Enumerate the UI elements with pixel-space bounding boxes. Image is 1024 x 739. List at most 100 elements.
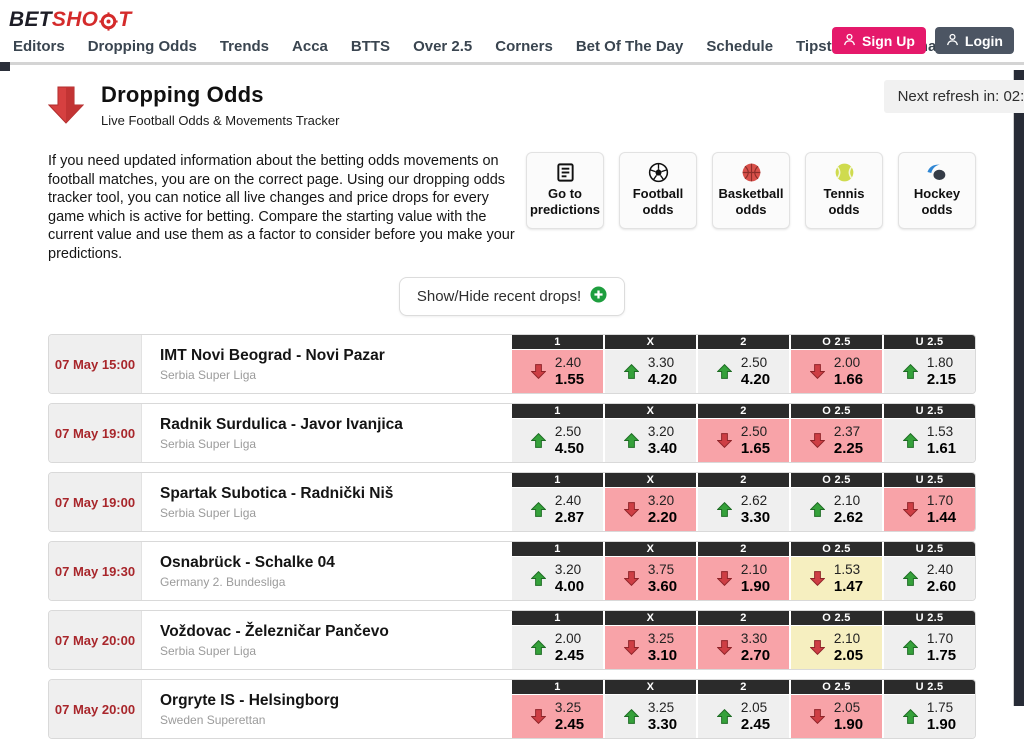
odds-body-row: 3.20 4.00 3.75 3.60 2.10 1.90 1.53 1.47 2.40 2.60 — [512, 557, 975, 601]
quick-link-label: Football odds — [632, 186, 684, 218]
arrow-down-icon — [530, 709, 546, 725]
odds-cell: 1.53 1.61 — [884, 419, 975, 463]
match-datetime: 07 May 19:30 — [49, 542, 142, 601]
arrow-up-icon — [902, 433, 918, 449]
arrow-up-icon — [902, 364, 918, 380]
match-row[interactable]: 07 May 15:00 IMT Novi Beograd - Novi Paza… — [48, 334, 976, 395]
quick-link-label: Go to predictions — [529, 186, 601, 218]
odds-cell: 3.25 3.30 — [605, 695, 696, 739]
nav-item-trends[interactable]: Trends — [219, 38, 270, 55]
odd-current-value: 4.20 — [647, 370, 678, 388]
odds-values: 2.10 2.05 — [834, 631, 863, 664]
odd-start-value: 2.10 — [740, 562, 768, 578]
nav-item-dropping-odds[interactable]: Dropping Odds — [87, 38, 197, 55]
odds-column-header: 2 — [698, 335, 789, 350]
nav-item-btts[interactable]: BTTS — [350, 38, 391, 55]
odd-start-value: 2.37 — [833, 424, 861, 440]
football-icon — [648, 161, 669, 183]
auth-buttons: Sign Up Login — [832, 27, 1014, 54]
arrow-down-icon — [902, 502, 918, 518]
odd-current-value: 4.00 — [554, 577, 585, 595]
odd-start-value: 1.53 — [926, 424, 954, 440]
refresh-countdown: Next refresh in: 02:21 — [883, 80, 1024, 113]
odds-values: 2.50 4.50 — [555, 424, 584, 457]
odd-current-value: 2.25 — [833, 439, 864, 457]
quick-link-basketball-odds[interactable]: Basketball odds — [712, 152, 790, 229]
quick-link-hockey-odds[interactable]: Hockey odds — [898, 152, 976, 229]
odd-start-value: 2.40 — [554, 493, 582, 509]
odds-column-header: U 2.5 — [884, 611, 975, 626]
odd-start-value: 1.70 — [926, 493, 954, 509]
odd-current-value: 1.44 — [926, 508, 957, 526]
odds-column-header: O 2.5 — [791, 404, 882, 419]
odds-column-header: U 2.5 — [884, 680, 975, 695]
nav-item-acca[interactable]: Acca — [292, 38, 328, 55]
site-header: BET SHO T Editors Dropping Odds Trends Acca BT… — [0, 0, 1024, 62]
odds-cell: 2.40 2.87 — [512, 488, 603, 532]
odds-column-header: O 2.5 — [791, 611, 882, 626]
odds-body-row: 2.00 2.45 3.25 3.10 3.30 2.70 2.10 2.05 1.70 1.75 — [512, 626, 975, 670]
odds-column-header: 1 — [512, 611, 603, 626]
match-league: Serbia Super Liga — [160, 436, 257, 451]
odds-body-row: 2.40 1.55 3.30 4.20 2.50 4.20 2.00 1.66 1.80 2.15 — [512, 350, 975, 394]
page-title: Dropping Odds — [101, 82, 264, 107]
odds-values: 3.30 4.20 — [648, 355, 677, 388]
logo-text-t: T — [118, 8, 132, 31]
odd-current-value: 2.15 — [926, 370, 957, 388]
odd-current-value: 1.75 — [926, 646, 957, 664]
quick-link-tennis-odds[interactable]: Tennis odds — [805, 152, 883, 229]
odds-column-header: 2 — [698, 473, 789, 488]
sign-up-button[interactable]: Sign Up — [832, 27, 926, 54]
betshoot-logo[interactable]: BET SHO T — [9, 8, 131, 32]
odds-values: 3.25 3.30 — [648, 700, 677, 733]
nav-item-corners[interactable]: Corners — [495, 38, 553, 55]
odds-cell: 2.05 1.90 — [791, 695, 882, 739]
odds-cell: 3.75 3.60 — [605, 557, 696, 601]
arrow-up-icon — [530, 433, 546, 449]
odds-cell: 2.00 1.66 — [791, 350, 882, 394]
person-icon — [843, 33, 856, 49]
match-row[interactable]: 07 May 20:00 Voždovac - Železničar Pančev… — [48, 610, 976, 671]
odd-start-value: 1.75 — [926, 700, 954, 716]
odd-current-value: 1.90 — [740, 577, 771, 595]
match-info: Voždovac - Železničar Pančevo Serbia Supe… — [142, 611, 512, 669]
quick-link-football-odds[interactable]: Football odds — [619, 152, 697, 229]
title-block: Dropping Odds Live Football Odds & Movem… — [47, 80, 1024, 129]
match-row[interactable]: 07 May 19:00 Spartak Subotica - Radnički … — [48, 472, 976, 533]
show-hide-recent-drops-button[interactable]: Show/Hide recent drops! — [398, 277, 626, 317]
nav-item-editors[interactable]: Editors — [13, 38, 65, 55]
logo-target-icon — [99, 11, 118, 31]
nav-item-bet-of-the-day[interactable]: Bet Of The Day — [575, 38, 684, 55]
match-name: Voždovac - Železničar Pančevo — [160, 622, 389, 640]
quick-link-go-to-predictions[interactable]: Go to predictions — [526, 152, 604, 229]
arrow-down-icon — [809, 433, 825, 449]
odds-values: 1.75 1.90 — [927, 700, 956, 733]
odds-cell: 2.00 2.45 — [512, 626, 603, 670]
odds-cell: 2.10 2.05 — [791, 626, 882, 670]
match-row[interactable]: 07 May 19:00 Radnik Surdulica - Javor Iva… — [48, 403, 976, 464]
odds-cell: 1.70 1.44 — [884, 488, 975, 532]
odd-start-value: 3.30 — [647, 355, 675, 371]
matches-list: 07 May 15:00 IMT Novi Beograd - Novi Paza… — [48, 334, 976, 739]
odd-current-value: 2.05 — [833, 646, 864, 664]
odds-column-header: X — [605, 542, 696, 557]
odds-column-header: 1 — [512, 680, 603, 695]
login-button[interactable]: Login — [934, 27, 1014, 54]
match-league: Serbia Super Liga — [160, 643, 257, 658]
odd-start-value: 3.25 — [554, 700, 582, 716]
match-info: Radnik Surdulica - Javor Ivanjica Serbia … — [142, 404, 512, 462]
nav-item-over-2-5[interactable]: Over 2.5 — [413, 38, 473, 55]
odd-current-value: 1.90 — [926, 715, 957, 733]
odds-column-header: 2 — [698, 680, 789, 695]
nav-item-schedule[interactable]: Schedule — [706, 38, 774, 55]
scrollbar[interactable] — [1013, 70, 1024, 706]
match-datetime: 07 May 19:00 — [49, 404, 142, 463]
odds-cell: 1.80 2.15 — [884, 350, 975, 394]
match-row[interactable]: 07 May 19:30 Osnabrück - Schalke 04 German… — [48, 541, 976, 602]
odds-column-header: U 2.5 — [884, 542, 975, 557]
odd-current-value: 2.20 — [647, 508, 678, 526]
match-info: Orgryte IS - Helsingborg Sweden Superetta… — [142, 680, 512, 738]
match-row[interactable]: 07 May 20:00 Orgryte IS - Helsingborg Swed… — [48, 679, 976, 739]
title-texts: Dropping Odds Live Football Odds & Movem… — [101, 82, 339, 128]
